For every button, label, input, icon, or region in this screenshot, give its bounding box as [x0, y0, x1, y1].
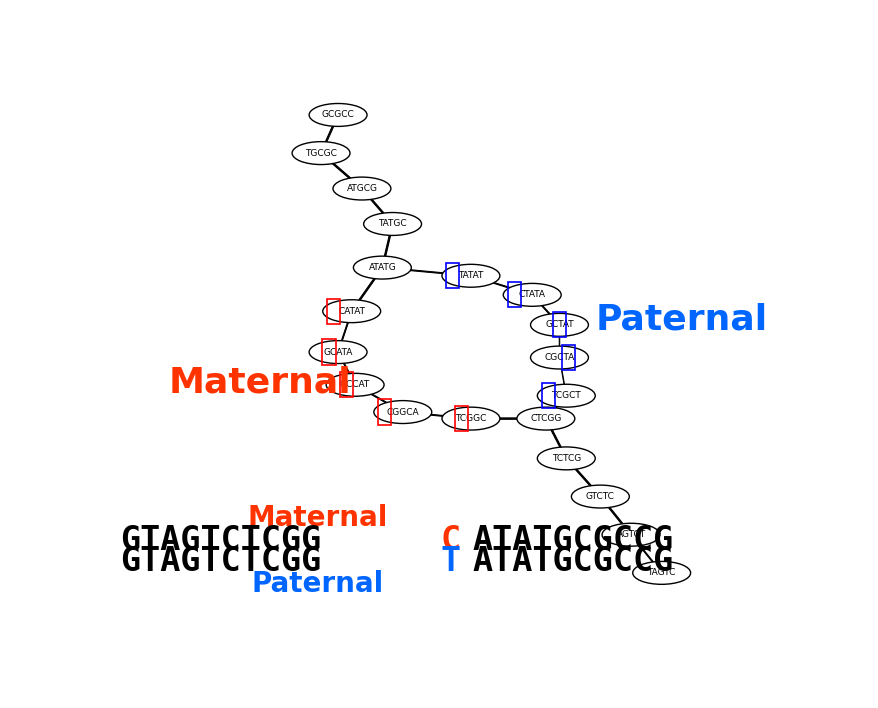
Ellipse shape [530, 346, 587, 369]
Text: ATATGCGCCG: ATATGCGCCG [471, 524, 673, 556]
Text: GTAGTCTCGG: GTAGTCTCGG [120, 545, 321, 578]
Text: TGCGC: TGCGC [305, 149, 336, 158]
Text: TAGTC: TAGTC [647, 569, 675, 578]
Ellipse shape [363, 212, 421, 236]
Text: GCATA: GCATA [323, 348, 352, 357]
Text: TCGCT: TCGCT [551, 392, 580, 400]
Ellipse shape [516, 407, 574, 430]
Ellipse shape [530, 314, 587, 336]
Ellipse shape [333, 177, 391, 200]
Text: ATATGCGCCG: ATATGCGCCG [471, 545, 673, 578]
Text: CTATA: CTATA [518, 290, 545, 299]
Text: ATGCG: ATGCG [346, 184, 377, 193]
Ellipse shape [536, 447, 594, 470]
Ellipse shape [309, 341, 367, 363]
Ellipse shape [322, 299, 380, 323]
Ellipse shape [291, 142, 349, 164]
Ellipse shape [632, 561, 690, 584]
Text: CGCTA: CGCTA [543, 353, 574, 362]
Ellipse shape [571, 485, 629, 508]
Ellipse shape [536, 384, 594, 407]
Text: AGTCT: AGTCT [615, 530, 644, 539]
Ellipse shape [353, 256, 411, 279]
Ellipse shape [373, 401, 431, 423]
Text: TCGGC: TCGGC [455, 414, 486, 423]
Ellipse shape [442, 264, 500, 287]
Text: CATAT: CATAT [338, 307, 364, 316]
Text: GCGCC: GCGCC [321, 110, 354, 120]
Text: TATAT: TATAT [457, 271, 483, 280]
Text: GTAGTCTCGG: GTAGTCTCGG [120, 524, 321, 556]
Text: T: T [440, 545, 460, 578]
Text: TATGC: TATGC [378, 219, 407, 229]
Text: CTCGG: CTCGG [529, 414, 561, 423]
Text: CGGCA: CGGCA [386, 408, 419, 416]
Ellipse shape [326, 373, 384, 396]
Text: GCCAT: GCCAT [340, 380, 370, 389]
Text: TCTCG: TCTCG [551, 454, 580, 463]
Text: GTCTC: GTCTC [586, 492, 614, 501]
Ellipse shape [309, 103, 367, 127]
Ellipse shape [442, 407, 500, 430]
Ellipse shape [601, 523, 659, 546]
Text: C: C [440, 524, 460, 556]
Text: GCTAT: GCTAT [544, 320, 573, 329]
Text: ATATG: ATATG [368, 263, 396, 272]
Text: Paternal: Paternal [251, 570, 384, 598]
Text: Maternal: Maternal [248, 504, 387, 532]
Ellipse shape [503, 283, 560, 307]
Text: Paternal: Paternal [595, 302, 767, 336]
Text: Maternal: Maternal [169, 365, 350, 399]
